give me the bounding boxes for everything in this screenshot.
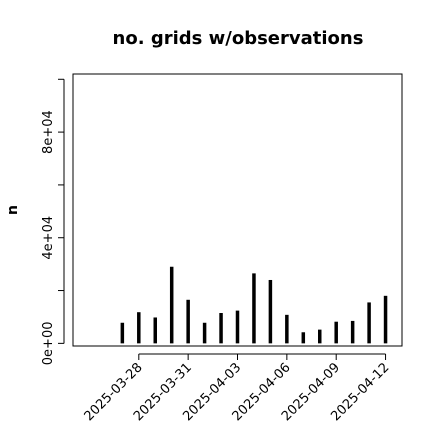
y-tick-label: 8e+04: [41, 110, 56, 154]
y-tick-label: 0e+00: [41, 321, 56, 365]
y-axis-label: n: [5, 205, 21, 215]
plot-frame: [72, 73, 403, 347]
bars: [120, 266, 388, 344]
y-tick-label: 4e+04: [41, 216, 56, 260]
x-axis: 2025-03-282025-03-312025-04-032025-04-06…: [82, 353, 392, 424]
y-axis: 0e+00 4e+04 8e+04: [41, 78, 65, 365]
chart-title: no. grids w/observations: [113, 28, 364, 49]
